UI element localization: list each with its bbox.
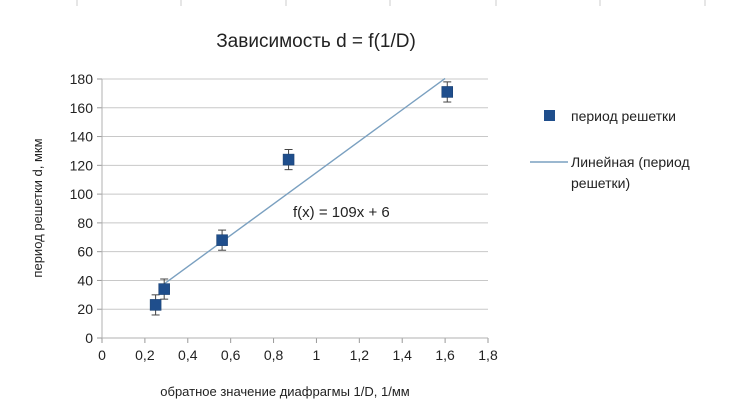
y-axis-label: период решетки d, мкм xyxy=(30,138,45,277)
y-tick-label: 140 xyxy=(70,129,94,145)
legend-marker-period xyxy=(544,110,555,121)
legend-label-trend-line1: Линейная (период xyxy=(571,154,690,170)
y-tick-label: 80 xyxy=(77,215,93,231)
y-tick-label: 20 xyxy=(77,301,93,317)
chart-title: Зависимость d = f(1/D) xyxy=(216,31,416,52)
data-marker xyxy=(282,153,295,166)
y-tick-label: 0 xyxy=(85,330,93,346)
y-tick-label: 120 xyxy=(70,157,94,173)
gridlines xyxy=(97,78,489,343)
y-tick-label: 60 xyxy=(77,244,93,260)
x-tick-label: 0,4 xyxy=(178,347,198,363)
legend-label-trend-line2: решетки) xyxy=(571,175,630,191)
x-tick-label: 0,8 xyxy=(264,347,284,363)
data-marker xyxy=(216,234,228,246)
axes xyxy=(101,79,488,339)
data-marker xyxy=(149,299,162,311)
legend: период решетки Линейная (период решетки) xyxy=(530,108,690,191)
y-tick-label: 180 xyxy=(70,71,94,87)
y-tick-label: 100 xyxy=(70,186,94,202)
x-tick-label: 1,2 xyxy=(350,347,370,363)
x-tick-label: 0,6 xyxy=(221,347,241,363)
x-tick-labels: 0 0,2 0,4 0,6 0,8 1 1,2 1,4 1,6 1,8 xyxy=(98,347,498,363)
x-tick-label: 1,4 xyxy=(392,347,412,363)
x-axis-label: обратное значение диафрагмы 1/D, 1/мм xyxy=(160,384,410,399)
x-tick-label: 1 xyxy=(313,347,321,363)
x-tick-label: 1,6 xyxy=(435,347,455,363)
data-point xyxy=(441,81,454,103)
data-point xyxy=(158,278,170,300)
top-border-ticks xyxy=(76,0,706,6)
data-point xyxy=(282,149,295,171)
x-tick-label: 0,2 xyxy=(135,347,155,363)
x-tick-label: 0 xyxy=(98,347,106,363)
trendline-group xyxy=(161,77,446,287)
data-points xyxy=(149,81,454,316)
data-marker xyxy=(441,86,454,98)
y-tick-label: 160 xyxy=(70,100,94,116)
data-point xyxy=(149,294,162,316)
legend-label-period: период решетки xyxy=(571,108,676,124)
y-tick-label: 40 xyxy=(77,272,93,288)
x-tick-label: 1,8 xyxy=(478,347,498,363)
trend-equation: f(x) = 109x + 6 xyxy=(293,204,390,221)
data-marker xyxy=(158,283,170,295)
trendline xyxy=(161,77,446,287)
y-tick-labels: 0 20 40 60 80 100 120 140 160 180 xyxy=(70,71,94,346)
data-point xyxy=(216,229,228,251)
